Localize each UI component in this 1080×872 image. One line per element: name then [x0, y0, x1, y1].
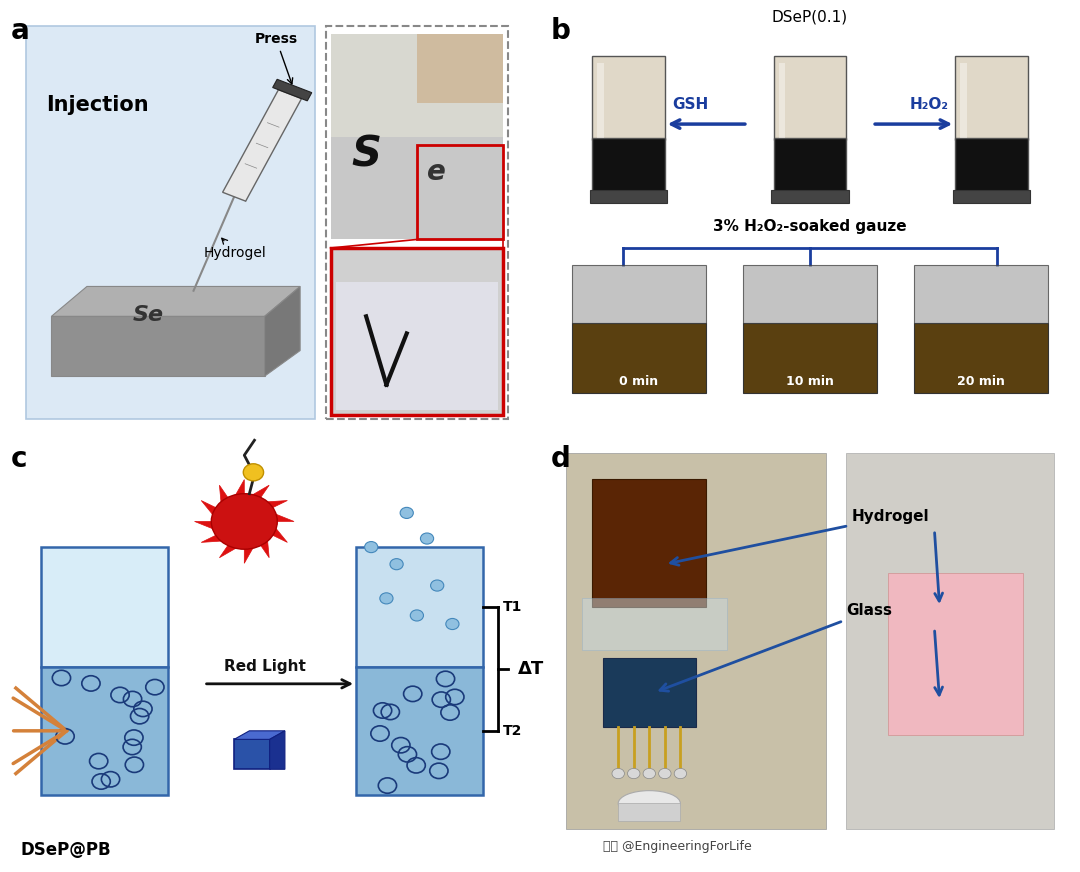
Polygon shape — [244, 485, 269, 521]
Polygon shape — [244, 521, 253, 563]
Polygon shape — [219, 485, 244, 521]
Bar — [618, 803, 680, 821]
Bar — [743, 323, 877, 393]
Bar — [41, 667, 168, 795]
Circle shape — [410, 610, 423, 621]
Text: Red Light: Red Light — [224, 659, 306, 674]
Text: Injection: Injection — [46, 95, 149, 115]
Text: a: a — [11, 17, 29, 45]
Polygon shape — [270, 731, 285, 769]
Bar — [914, 323, 1049, 393]
Polygon shape — [201, 501, 244, 521]
FancyBboxPatch shape — [325, 26, 509, 419]
Bar — [356, 547, 483, 667]
Bar — [234, 739, 270, 769]
Bar — [779, 63, 785, 138]
Circle shape — [431, 580, 444, 591]
Text: T2: T2 — [503, 724, 523, 738]
Text: T1: T1 — [503, 600, 523, 614]
Polygon shape — [244, 514, 294, 521]
Bar — [590, 190, 667, 203]
Bar — [566, 453, 825, 829]
Bar — [336, 283, 498, 411]
Bar — [743, 265, 877, 323]
Circle shape — [243, 464, 264, 480]
Text: H₂O₂: H₂O₂ — [909, 97, 948, 112]
Bar — [571, 265, 706, 323]
Bar — [330, 34, 503, 137]
Bar — [960, 63, 967, 138]
Bar — [417, 146, 503, 240]
Text: DSeP@PB: DSeP@PB — [21, 841, 111, 859]
Polygon shape — [201, 521, 244, 542]
Polygon shape — [219, 521, 244, 558]
Circle shape — [612, 768, 624, 779]
Bar — [582, 598, 727, 650]
Bar — [771, 190, 849, 203]
Text: Press: Press — [255, 32, 298, 84]
Bar — [888, 573, 1023, 735]
Bar — [417, 34, 503, 103]
Text: 10 min: 10 min — [786, 375, 834, 388]
Polygon shape — [265, 287, 300, 376]
Text: 0 min: 0 min — [619, 375, 659, 388]
Polygon shape — [234, 731, 285, 739]
Polygon shape — [272, 79, 312, 101]
Bar — [603, 658, 696, 726]
Polygon shape — [235, 480, 244, 521]
Text: S: S — [351, 133, 381, 176]
Text: 20 min: 20 min — [957, 375, 1005, 388]
Polygon shape — [244, 501, 287, 521]
Bar — [914, 265, 1049, 323]
Polygon shape — [52, 317, 265, 376]
Bar — [41, 547, 168, 667]
Text: 3% H₂O₂-soaked gauze: 3% H₂O₂-soaked gauze — [713, 219, 907, 234]
Bar — [592, 479, 706, 607]
Bar — [330, 248, 503, 415]
Text: Se: Se — [133, 304, 164, 324]
Bar — [955, 138, 1028, 193]
Bar — [592, 56, 665, 140]
Circle shape — [420, 533, 434, 544]
Bar — [592, 138, 665, 193]
Polygon shape — [194, 521, 244, 528]
Text: Hydrogel: Hydrogel — [671, 509, 929, 565]
Text: Hydrogel: Hydrogel — [204, 238, 267, 260]
Text: c: c — [11, 445, 27, 473]
Bar — [953, 190, 1030, 203]
Circle shape — [212, 494, 278, 549]
Circle shape — [390, 559, 403, 569]
Text: Glass: Glass — [660, 603, 892, 691]
Bar — [955, 56, 1028, 140]
Polygon shape — [244, 521, 287, 542]
Bar — [597, 63, 604, 138]
Circle shape — [643, 768, 656, 779]
Bar — [773, 138, 847, 193]
Text: b: b — [551, 17, 570, 45]
Text: DSeP(0.1): DSeP(0.1) — [772, 10, 848, 24]
Circle shape — [659, 768, 671, 779]
Polygon shape — [244, 521, 269, 558]
Bar — [847, 453, 1054, 829]
Circle shape — [446, 618, 459, 630]
Text: d: d — [551, 445, 570, 473]
Circle shape — [380, 593, 393, 604]
Bar — [571, 323, 706, 393]
Ellipse shape — [618, 791, 680, 816]
Polygon shape — [52, 287, 300, 317]
FancyBboxPatch shape — [26, 26, 315, 419]
Polygon shape — [222, 90, 301, 201]
Bar — [330, 34, 503, 240]
Bar — [356, 667, 483, 795]
Bar — [773, 56, 847, 140]
Text: ΔT: ΔT — [518, 660, 544, 678]
Circle shape — [400, 508, 414, 519]
Bar — [330, 248, 503, 415]
Circle shape — [627, 768, 640, 779]
Circle shape — [365, 542, 378, 553]
Text: e: e — [427, 158, 446, 186]
Circle shape — [674, 768, 687, 779]
Text: 头条 @EngineeringForLife: 头条 @EngineeringForLife — [603, 841, 752, 854]
Text: GSH: GSH — [673, 97, 708, 112]
